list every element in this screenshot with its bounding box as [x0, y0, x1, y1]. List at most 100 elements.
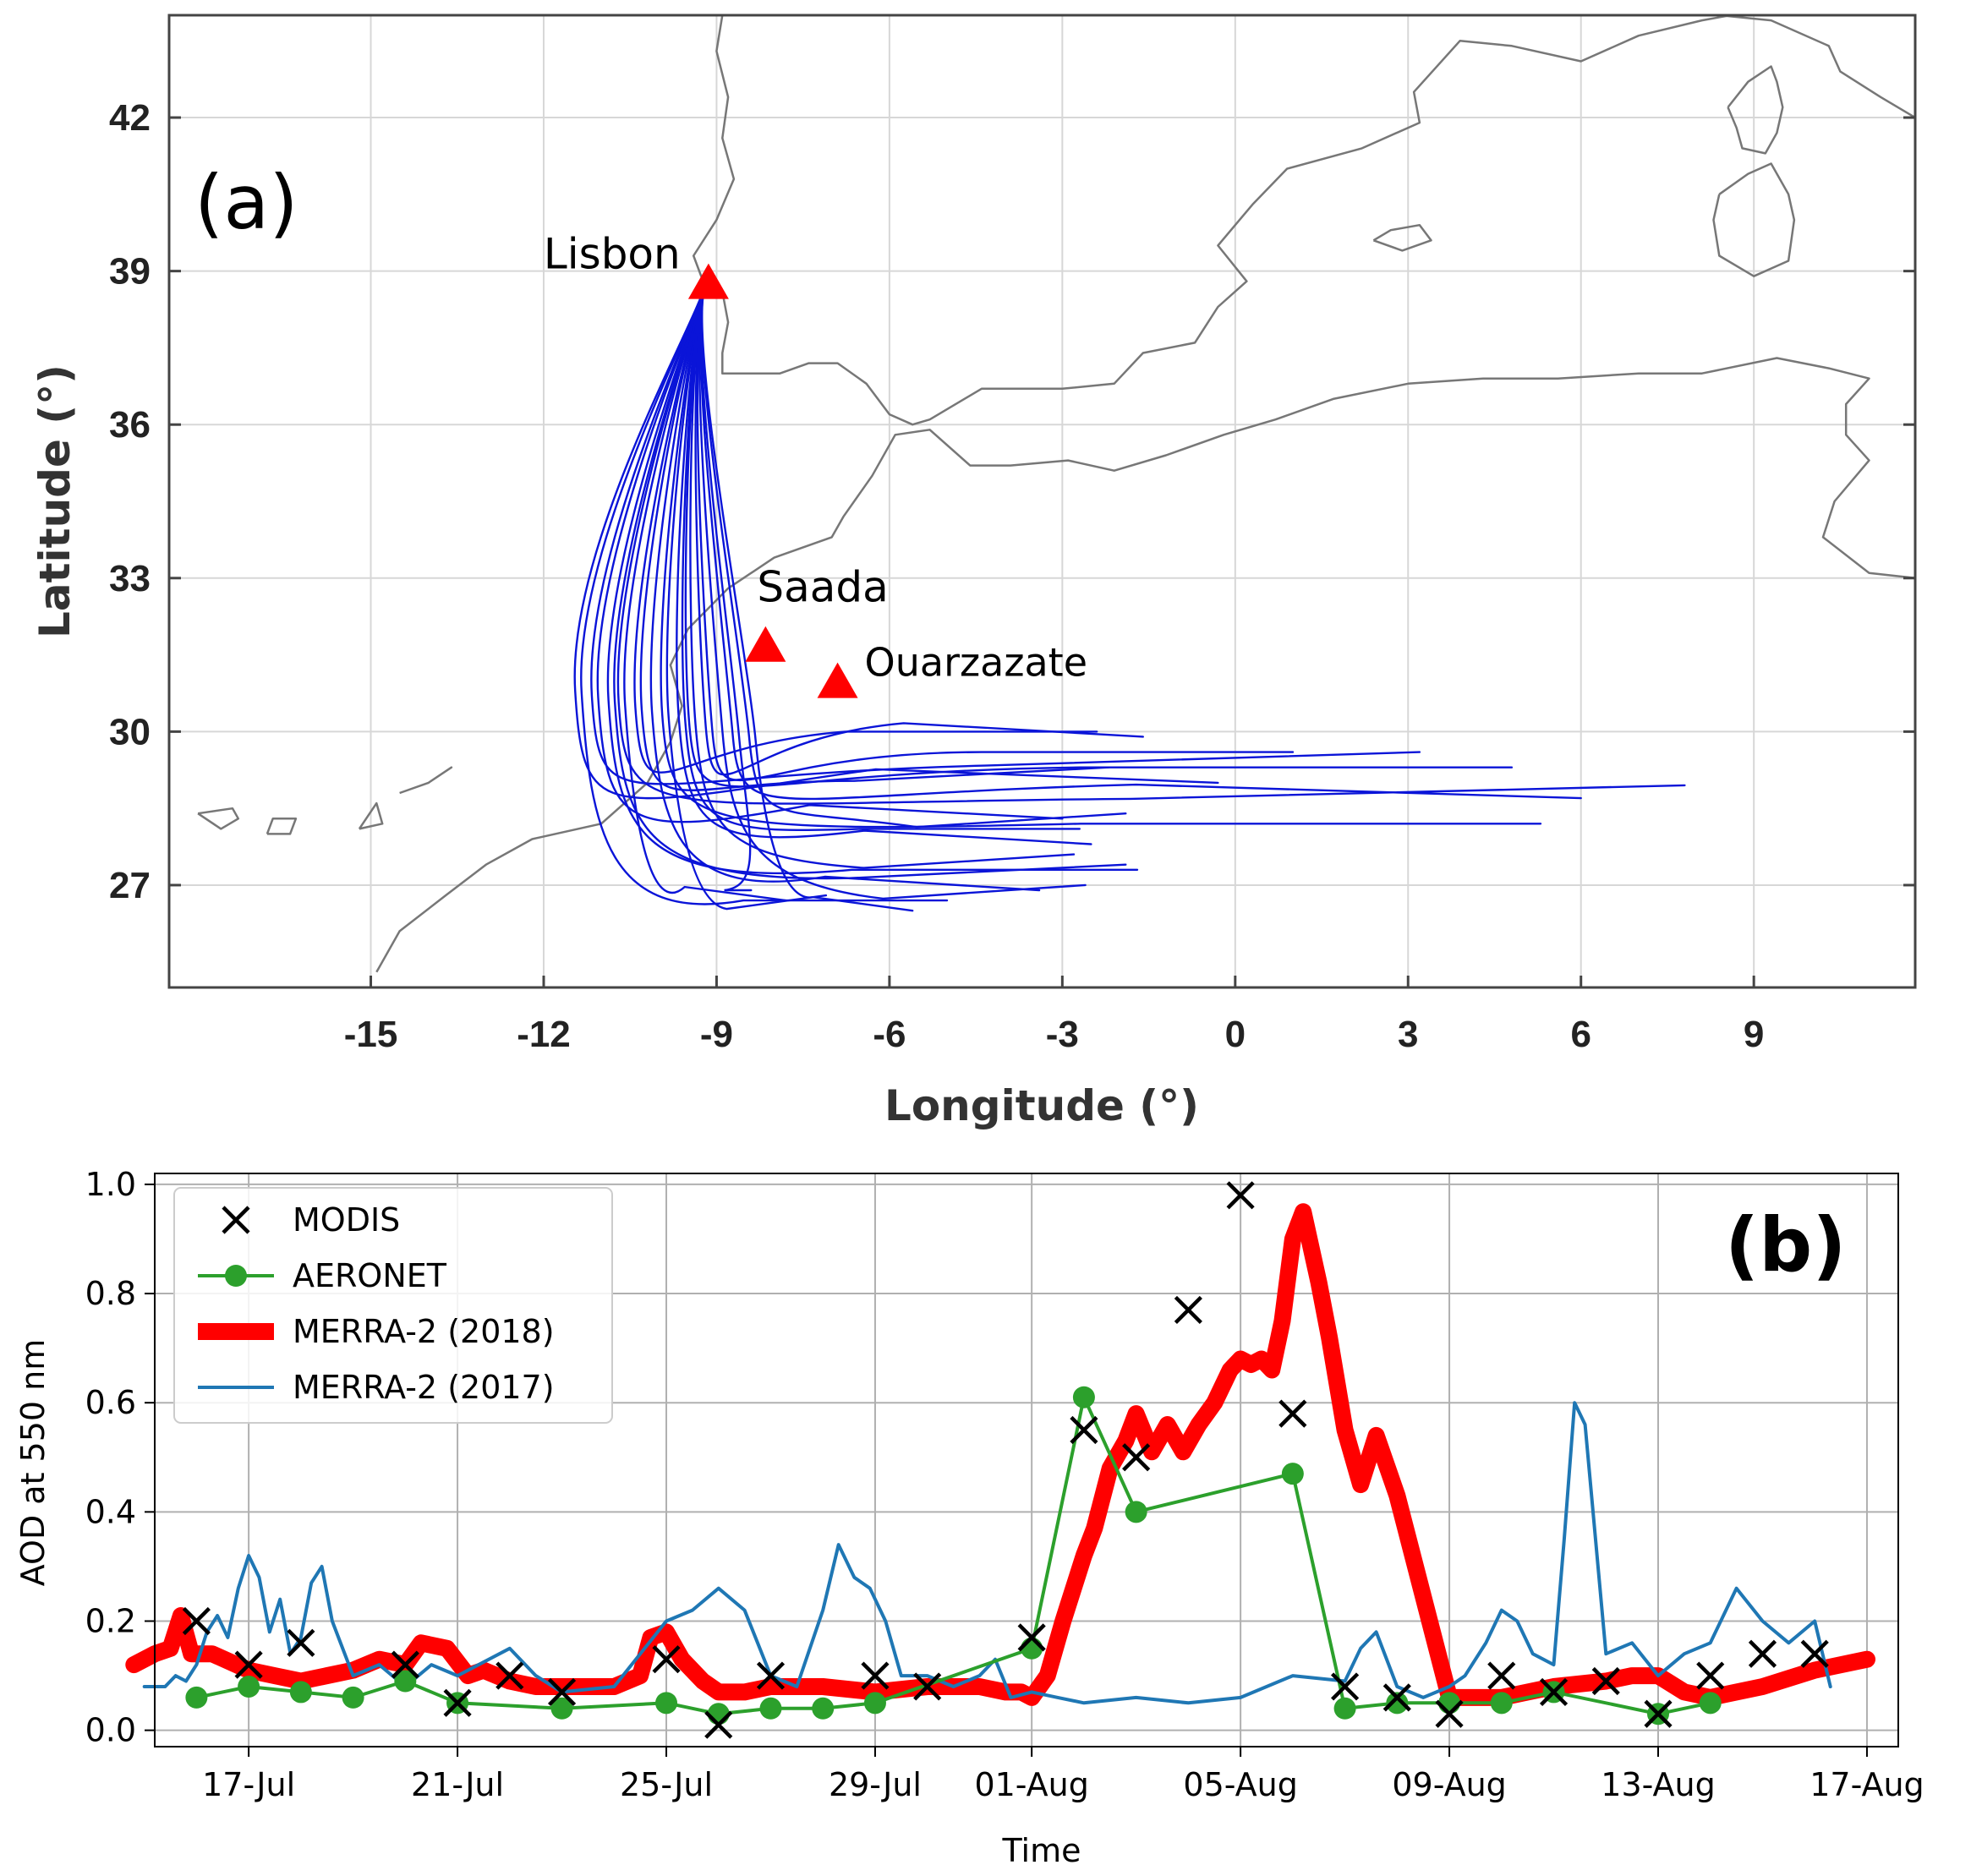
aeronet-point [238, 1675, 260, 1698]
panel-a-y-tick-label: 39 [109, 251, 151, 293]
panel-a-y-tick-label: 36 [109, 404, 151, 446]
aeronet-point [1125, 1501, 1147, 1523]
legend-box [173, 1187, 613, 1424]
panel-a-x-tick-label: -3 [1046, 1014, 1079, 1055]
panel-b-x-ticks: 17-Jul 21-Jul 25-Jul 29-Jul 01-Aug 05-Aug 09-A… [202, 1747, 1924, 1803]
trajectory-22 [681, 285, 1081, 832]
panel-a-y-tick-label: 30 [109, 711, 151, 752]
panel-b-y-tick-label: 0.4 [85, 1493, 136, 1530]
aeronet-point [1072, 1386, 1095, 1408]
site-label-lisbon: Lisbon [544, 230, 681, 279]
modis-point [861, 1661, 890, 1690]
panel-b-y-tick-label: 0.6 [85, 1384, 136, 1421]
panel-a-x-axis-title: Longitude (°) [884, 1081, 1199, 1130]
aeronet-point [655, 1692, 678, 1715]
modis-point [1644, 1699, 1673, 1728]
panel-b-y-tick-label: 0.2 [85, 1602, 136, 1639]
coastline-0 [375, 357, 1916, 973]
panel-b-x-tick-label: 05-Aug [1183, 1766, 1297, 1803]
panel-b-y-ticks: 0.0 0.2 0.4 0.6 0.8 1.0 [85, 1166, 155, 1749]
panel-b-timeseries: 17-Jul 21-Jul 25-Jul 29-Jul 01-Aug 05-Aug 09-A… [14, 1166, 1924, 1869]
panel-b-x-tick-label: 21-Jul [411, 1766, 504, 1803]
panel-a-x-tick-label: -6 [873, 1014, 906, 1055]
modis-point [287, 1628, 315, 1657]
trajectory-18 [596, 285, 1064, 823]
trajectory-3 [699, 285, 1582, 801]
panel-b-y-tick-label: 0.0 [85, 1712, 136, 1749]
panel-a-x-tick-label: 6 [1570, 1014, 1590, 1055]
coastline-4 [1712, 162, 1796, 277]
panel-a-sites: Lisbon Saada Ouarzazate [544, 230, 1087, 698]
panel-b-x-tick-label: 17-Aug [1809, 1766, 1924, 1803]
aeronet-point [1438, 1692, 1461, 1715]
trajectory-8 [700, 285, 1127, 829]
modis-point [234, 1650, 263, 1679]
modis-point [1174, 1295, 1202, 1325]
modis-point [443, 1688, 472, 1717]
panel-a-y-axis-title: Latitude (°) [30, 364, 79, 638]
trajectory-13 [580, 285, 949, 905]
modis-point [913, 1672, 942, 1701]
trajectory-9 [676, 285, 1092, 845]
modis-point [1539, 1677, 1569, 1707]
site-marker-saada [745, 626, 786, 662]
panel-b-label: (b) [1725, 1201, 1846, 1288]
panel-a-x-tick-label: -12 [517, 1014, 571, 1055]
panel-b-x-tick-label: 17-Jul [202, 1766, 295, 1803]
legend-label-aeronet: AERONET [293, 1257, 447, 1294]
modis-point [1278, 1399, 1307, 1428]
site-label-saada: Saada [757, 563, 888, 612]
modis-point [1800, 1639, 1829, 1668]
trajectory-6 [694, 285, 1144, 776]
panel-b-x-tick-label: 13-Aug [1601, 1766, 1715, 1803]
panel-a-label: (a) [194, 159, 298, 246]
panel-b-x-tick-label: 25-Jul [620, 1766, 713, 1803]
aeronet-point [1021, 1637, 1043, 1660]
trajectory-17 [665, 285, 828, 911]
aeronet-point [1386, 1692, 1409, 1715]
panel-b-y-tick-label: 0.8 [85, 1275, 136, 1312]
legend-swatch-aeronet-dot [225, 1265, 247, 1287]
modis-point [391, 1650, 419, 1679]
legend-label-merra-2-2017: MERRA-2 (2017) [293, 1369, 555, 1406]
panel-a-x-tick-label: 0 [1225, 1014, 1246, 1055]
aeronet-point [1281, 1463, 1304, 1485]
panel-a-y-tick-label: 27 [109, 865, 151, 906]
modis-point [1382, 1683, 1411, 1712]
panel-a-x-tick-label: 3 [1398, 1014, 1418, 1055]
panel-a-x-tick-label: -15 [344, 1014, 398, 1055]
panel-a-x-tick-label: 9 [1744, 1014, 1764, 1055]
panel-a-trajectories [573, 285, 1686, 912]
site-marker-lisbon [687, 263, 729, 299]
series-merra-2-2017-line [142, 1401, 1832, 1705]
aeronet-point [289, 1681, 312, 1704]
trajectory-23 [613, 285, 1127, 880]
trajectory-15 [623, 285, 787, 902]
panel-a-x-ticks: -15 -12 -9 -6 -3 0 3 6 9 [344, 976, 1764, 1055]
modis-point [652, 1645, 681, 1674]
panel-b-x-tick-label: 09-Aug [1392, 1766, 1506, 1803]
aeronet-point [342, 1686, 364, 1709]
modis-point [1330, 1672, 1360, 1701]
aeronet-point [1490, 1692, 1513, 1715]
panel-b-gridlines [155, 1173, 1898, 1747]
aeronet-point [707, 1703, 730, 1726]
legend-label-merra-2-2018: MERRA-2 (2018) [293, 1313, 555, 1350]
modis-point [1122, 1443, 1151, 1472]
panel-b-legend: MODIS AERONET MERRA-2 (2018) MERRA-2 (2017) [173, 1187, 613, 1424]
panel-b-frame [154, 1173, 1899, 1747]
coastline-3 [1727, 65, 1784, 155]
trajectory-14 [689, 285, 1076, 869]
site-label-ouarzazate: Ouarzazate [865, 640, 1087, 686]
panel-a-y-ticks: 27 30 33 36 39 42 [109, 97, 1915, 906]
modis-point [1591, 1666, 1620, 1696]
coastline-5 [1372, 223, 1432, 252]
modis-point [1696, 1661, 1725, 1690]
panel-b-y-axis-title: AOD at 550 nm [14, 1339, 52, 1587]
panel-a-y-tick-label: 42 [109, 97, 151, 139]
trajectory-16 [699, 285, 753, 892]
trajectory-12 [649, 285, 1041, 892]
modis-point [1070, 1415, 1098, 1445]
